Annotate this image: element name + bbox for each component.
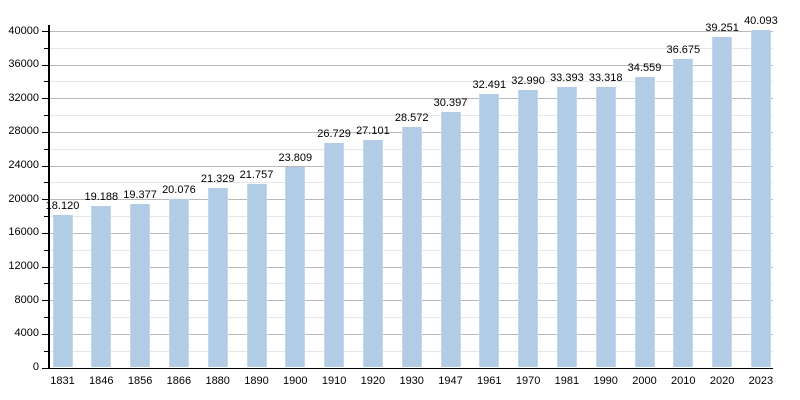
- bar: [52, 215, 73, 368]
- x-tick-label: 2010: [671, 374, 696, 387]
- x-tick-label: 1981: [554, 374, 580, 387]
- bar: [595, 87, 616, 368]
- y-minor-tick-mark: [44, 249, 48, 251]
- bar: [401, 127, 422, 368]
- bar-value-label: 40.093: [744, 15, 778, 28]
- bar: [518, 89, 539, 368]
- y-tick-label: 0: [32, 361, 39, 373]
- bar: [246, 184, 267, 368]
- bar: [285, 167, 306, 368]
- y-major-tick-mark: [42, 165, 48, 167]
- major-gridline: [49, 31, 773, 32]
- y-minor-tick-mark: [44, 350, 48, 352]
- y-major-tick-mark: [42, 300, 48, 302]
- x-axis-line: [48, 367, 773, 369]
- y-minor-tick-mark: [44, 216, 48, 218]
- x-tick-label: 2000: [632, 374, 657, 387]
- x-tick-label: 1970: [515, 374, 541, 387]
- y-minor-tick-mark: [44, 283, 48, 285]
- x-tick-label: 2023: [748, 374, 774, 387]
- y-major-tick-mark: [42, 98, 48, 100]
- bar-value-label: 19.377: [123, 189, 157, 202]
- bar: [168, 198, 189, 368]
- bar: [712, 37, 733, 368]
- y-minor-tick-mark: [44, 81, 48, 83]
- x-tick-label: 1900: [283, 374, 308, 387]
- bar: [324, 142, 345, 368]
- bar: [634, 76, 655, 368]
- y-minor-tick-mark: [44, 47, 48, 49]
- y-tick-label: 4000: [14, 327, 39, 340]
- minor-gridline: [49, 47, 773, 49]
- x-tick-label: 1880: [205, 374, 230, 387]
- y-major-tick-mark: [42, 232, 48, 234]
- bar: [130, 204, 151, 368]
- bar-value-label: 33.393: [550, 71, 584, 84]
- bar: [556, 86, 577, 368]
- x-tick-label: 1930: [399, 374, 424, 387]
- y-axis-line: [48, 25, 50, 369]
- y-major-tick-mark: [42, 367, 48, 369]
- bar-value-label: 30.397: [433, 96, 468, 109]
- y-major-tick-mark: [42, 64, 48, 66]
- y-tick-label: 28000: [8, 125, 39, 138]
- x-tick-label: 1890: [244, 374, 269, 387]
- minor-gridline: [49, 115, 773, 117]
- x-tick-label: 1866: [166, 374, 192, 387]
- x-tick-label: 1846: [89, 374, 114, 387]
- bar-value-label: 23.809: [278, 152, 313, 165]
- bar-value-label: 36.675: [666, 43, 701, 56]
- bar-value-label: 34.559: [627, 61, 662, 74]
- minor-gridline: [49, 81, 773, 83]
- y-tick-label: 12000: [8, 260, 39, 273]
- y-major-tick-mark: [42, 266, 48, 268]
- major-gridline: [49, 64, 773, 66]
- bar-value-label: 19.188: [84, 191, 119, 204]
- y-major-tick-mark: [42, 333, 48, 335]
- y-tick-label: 36000: [8, 58, 39, 71]
- bar-value-label: 21.757: [239, 169, 274, 182]
- bar: [479, 94, 500, 368]
- y-tick-label: 8000: [14, 293, 39, 306]
- y-minor-tick-mark: [44, 182, 48, 184]
- x-tick-label: 1990: [593, 374, 618, 387]
- y-major-tick-mark: [42, 199, 48, 201]
- bar-value-label: 20.076: [162, 183, 196, 196]
- x-tick-label: 1961: [477, 374, 502, 387]
- bar-value-label: 21.329: [200, 173, 235, 186]
- y-tick-label: 20000: [8, 192, 39, 205]
- x-tick-label: 2020: [709, 374, 735, 387]
- y-major-tick-mark: [42, 31, 48, 32]
- bar: [362, 139, 383, 368]
- bar-value-label: 26.729: [317, 127, 351, 140]
- bar: [91, 206, 112, 368]
- bar-value-label: 39.251: [705, 22, 739, 35]
- x-tick-label: 1920: [360, 374, 386, 387]
- y-tick-label: 24000: [8, 159, 39, 172]
- bar-value-label: 32.990: [511, 74, 545, 87]
- x-tick-label: 1831: [50, 374, 75, 387]
- y-minor-tick-mark: [44, 317, 48, 319]
- major-gridline: [49, 98, 773, 100]
- bar: [440, 111, 461, 368]
- x-tick-label: 1910: [321, 374, 347, 387]
- bar: [750, 30, 771, 368]
- y-tick-label: 40000: [8, 24, 39, 37]
- bar-value-label: 28.572: [394, 112, 429, 125]
- y-minor-tick-mark: [44, 115, 48, 117]
- y-minor-tick-mark: [44, 148, 48, 150]
- bar: [673, 58, 694, 368]
- bar-value-label: 18.120: [45, 200, 80, 213]
- bar-value-label: 33.318: [588, 72, 623, 85]
- y-tick-label: 16000: [8, 226, 39, 239]
- bar: [207, 188, 228, 368]
- bar-value-label: 32.491: [472, 79, 507, 92]
- x-tick-label: 1856: [127, 374, 153, 387]
- y-tick-label: 32000: [8, 91, 39, 104]
- y-major-tick-mark: [42, 131, 48, 133]
- x-tick-label: 1947: [438, 374, 463, 387]
- bar-value-label: 27.101: [356, 124, 390, 137]
